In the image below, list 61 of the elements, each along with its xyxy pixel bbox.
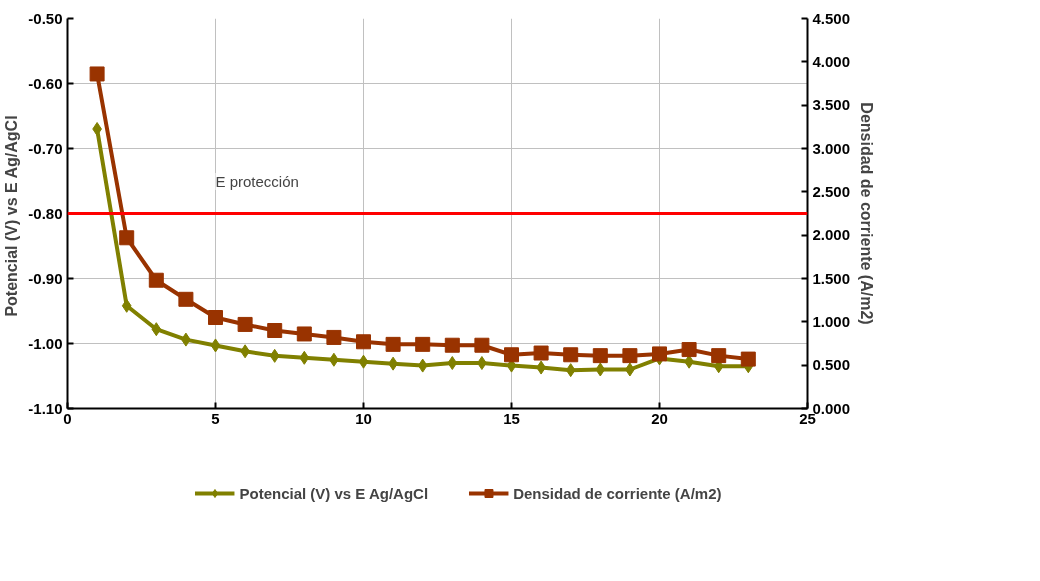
point xyxy=(477,356,487,370)
y2-tick-label: 0.500 xyxy=(812,356,851,374)
point xyxy=(740,351,756,367)
point xyxy=(681,342,697,358)
x-tick-label: 15 xyxy=(503,409,520,427)
x-tick-label: 5 xyxy=(211,409,220,427)
y2-tick-label: 3.500 xyxy=(812,96,851,114)
point xyxy=(269,348,280,363)
point xyxy=(474,337,490,353)
point xyxy=(565,363,576,378)
y2-tick-label: 1.500 xyxy=(812,269,851,287)
ref-line-label: E protección xyxy=(215,173,299,191)
point xyxy=(148,272,164,288)
y2-tick-label: 4.500 xyxy=(812,9,851,27)
point xyxy=(299,350,310,365)
y-tick-label: -1.00 xyxy=(28,334,63,352)
legend-label: Densidad de corriente (A/m2) xyxy=(513,484,722,502)
y2-tick-label: 4.000 xyxy=(812,52,851,70)
point xyxy=(296,326,312,342)
y2-axis-title: Densidad de corriente (A/m2) xyxy=(858,102,876,325)
y-tick-label: -0.60 xyxy=(28,74,63,92)
point xyxy=(652,346,667,362)
y-tick-label: -0.70 xyxy=(28,139,63,157)
point xyxy=(711,348,727,364)
y2-tick-label: 1.000 xyxy=(812,312,851,330)
point xyxy=(326,329,342,345)
point xyxy=(447,356,458,370)
point xyxy=(267,323,283,338)
y-tick-label: -0.80 xyxy=(28,204,63,222)
y2-tick-label: 2.500 xyxy=(812,182,851,200)
point xyxy=(595,362,606,377)
point xyxy=(504,347,519,363)
y-tick-label: -0.90 xyxy=(28,269,63,287)
point xyxy=(417,358,428,373)
x-tick-label: 0 xyxy=(63,409,72,427)
point xyxy=(592,348,608,364)
point xyxy=(533,345,549,361)
point xyxy=(210,338,221,353)
y-tick-label: -1.10 xyxy=(28,399,63,417)
x-tick-label: 10 xyxy=(355,409,372,427)
y-tick-label: -0.50 xyxy=(28,9,63,27)
point xyxy=(385,336,401,352)
y2-tick-label: 2.000 xyxy=(812,226,851,244)
point xyxy=(444,337,460,353)
point xyxy=(208,310,223,325)
x-tick-label: 20 xyxy=(651,409,668,427)
point xyxy=(151,322,162,337)
point xyxy=(622,348,638,364)
y2-tick-label: 3.000 xyxy=(812,139,851,157)
point xyxy=(119,230,135,246)
point xyxy=(415,336,431,352)
point xyxy=(563,347,579,363)
point xyxy=(237,316,253,332)
legend-label: Potencial (V) vs E Ag/AgCl xyxy=(239,484,429,502)
point xyxy=(178,291,194,307)
point xyxy=(356,334,371,350)
point xyxy=(358,354,369,369)
point xyxy=(92,122,102,136)
point xyxy=(89,66,105,82)
point xyxy=(121,298,132,313)
y-axis-title: Potencial (V) vs E Ag/AgCl xyxy=(3,115,21,317)
